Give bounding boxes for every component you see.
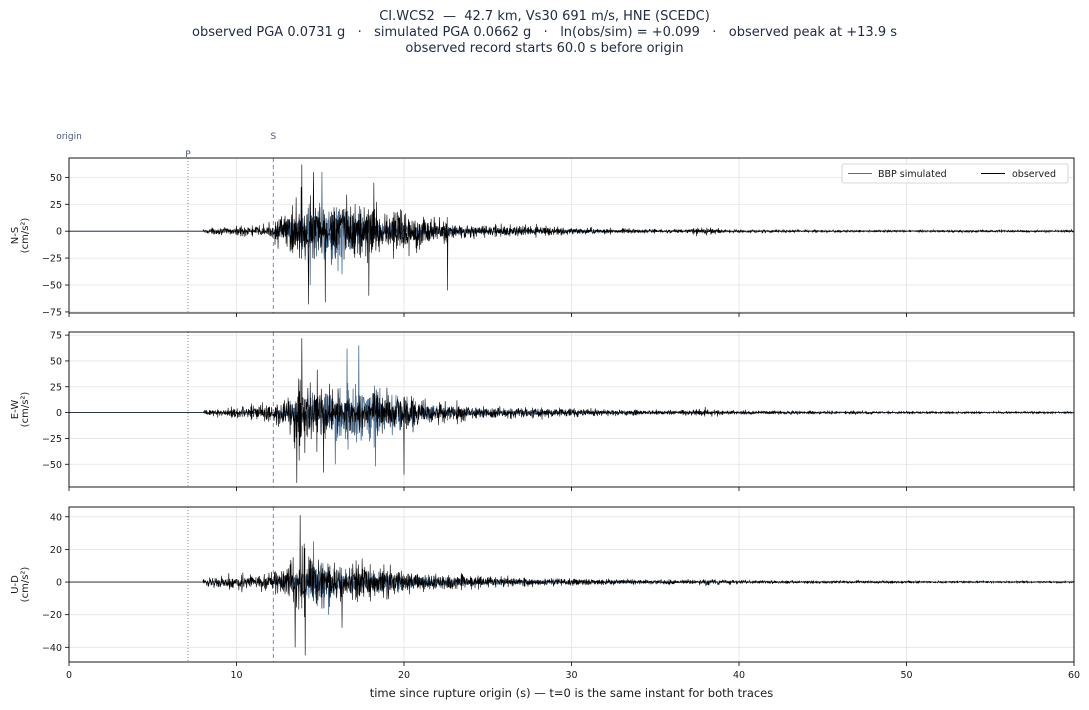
y-tick-label: −25 bbox=[42, 254, 62, 265]
legend-simulated-label: BBP simulated bbox=[878, 169, 947, 180]
s-arrival-label: S bbox=[270, 132, 276, 142]
panel-n-s: 50 25 0 −25 −50 −75 N-S(cm/s²) bbox=[10, 157, 1075, 318]
y-tick-label: 50 bbox=[50, 173, 62, 184]
legend-observed-label: observed bbox=[1012, 169, 1056, 180]
y-tick-label: 0 bbox=[56, 408, 62, 419]
legend: BBP simulated observed bbox=[841, 163, 1069, 184]
panel-u-d: 40 20 0 −20 −40 U-D(cm/s²) bbox=[10, 506, 1075, 666]
title-line-3: observed record starts 60.0 s before ori… bbox=[405, 41, 684, 56]
x-tick-label: 20 bbox=[398, 670, 410, 681]
y-tick-label: 50 bbox=[50, 356, 62, 367]
x-tick-label: 10 bbox=[230, 670, 242, 681]
y-axis-label: N-S(cm/s²) bbox=[10, 218, 31, 254]
y-tick-label: −50 bbox=[42, 281, 62, 292]
y-tick-label: 20 bbox=[50, 545, 62, 556]
panel-e-w: 75 50 25 0 −25 −50 E-W(cm/s²) bbox=[10, 331, 1075, 491]
x-tick-label: 40 bbox=[733, 670, 745, 681]
x-axis-label: time since rupture origin (s) — t=0 is t… bbox=[370, 686, 774, 700]
x-tick-label: 30 bbox=[565, 670, 577, 681]
y-axis-label: U-D(cm/s²) bbox=[10, 567, 31, 603]
y-tick-label: −50 bbox=[42, 460, 62, 471]
y-tick-label: 0 bbox=[56, 227, 62, 238]
y-tick-label: −40 bbox=[42, 643, 62, 654]
y-tick-label: −20 bbox=[42, 610, 62, 621]
y-tick-label: −75 bbox=[42, 307, 62, 318]
x-tick-label: 50 bbox=[900, 670, 912, 681]
origin-label: origin bbox=[56, 132, 82, 142]
y-tick-label: 25 bbox=[50, 382, 62, 393]
y-tick-label: −25 bbox=[42, 434, 62, 445]
x-tick-label: 60 bbox=[1068, 670, 1080, 681]
observed-trace bbox=[69, 515, 1075, 656]
y-tick-label: 40 bbox=[50, 512, 62, 523]
observed-trace bbox=[69, 338, 1075, 483]
y-tick-label: 25 bbox=[50, 200, 62, 211]
title-line-2: observed PGA 0.0731 g · simulated PGA 0.… bbox=[191, 25, 898, 40]
y-tick-label: 0 bbox=[56, 578, 62, 589]
p-arrival-label: P bbox=[185, 150, 191, 160]
y-axis-label: E-W(cm/s²) bbox=[10, 392, 31, 428]
y-tick-label: 75 bbox=[50, 331, 62, 342]
legend-box bbox=[841, 163, 1069, 184]
observed-trace bbox=[69, 164, 1075, 305]
x-tick-label: 0 bbox=[66, 670, 72, 681]
title-line-1: CI.WCS2 — 42.7 km, Vs30 691 m/s, HNE (SC… bbox=[379, 9, 710, 24]
